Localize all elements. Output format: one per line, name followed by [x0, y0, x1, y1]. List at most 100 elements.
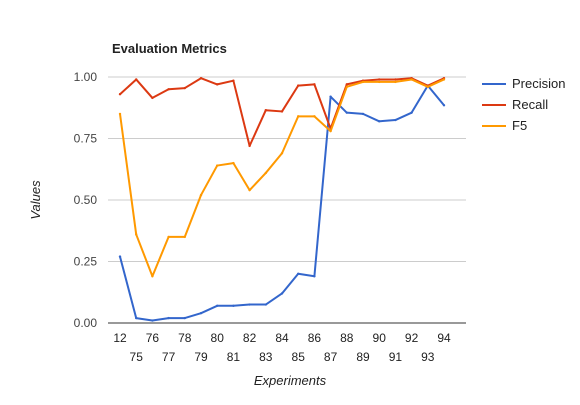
x-tick-label: 77	[162, 350, 176, 364]
data-point-f5	[264, 171, 267, 175]
data-point-recall	[264, 109, 267, 112]
data-point-f5	[183, 235, 186, 239]
data-point-f5	[426, 85, 429, 89]
data-point-f5	[135, 233, 138, 236]
data-point-f5	[361, 80, 365, 84]
y-tick-label: 0.00	[74, 316, 98, 330]
data-point-recall	[280, 110, 284, 113]
data-point-precision	[232, 304, 235, 307]
data-point-precision	[199, 311, 203, 315]
x-tick-label: 89	[356, 350, 370, 364]
legend-label: F5	[512, 118, 527, 133]
x-tick-label: 92	[405, 331, 419, 345]
data-point-precision	[151, 319, 154, 322]
data-point-precision	[378, 120, 381, 123]
data-point-f5	[394, 80, 397, 84]
data-point-recall	[167, 88, 170, 91]
data-point-f5	[442, 78, 446, 81]
series-lines	[118, 77, 446, 322]
data-point-recall	[248, 144, 251, 148]
grid-lines	[108, 76, 466, 324]
data-point-precision	[183, 316, 186, 320]
data-point-f5	[297, 115, 300, 118]
x-tick-label: 84	[275, 331, 289, 345]
x-tick-label: 93	[421, 350, 435, 364]
data-point-recall	[151, 96, 154, 100]
x-tick-label: 91	[389, 350, 403, 364]
data-point-recall	[297, 84, 300, 87]
data-point-f5	[151, 275, 154, 278]
x-tick-label: 78	[178, 331, 192, 345]
data-point-f5	[345, 85, 348, 89]
data-point-recall	[313, 83, 316, 86]
data-point-precision	[442, 104, 446, 107]
x-tick-label: 76	[146, 331, 160, 345]
data-point-precision	[361, 112, 365, 116]
data-point-precision	[329, 95, 332, 98]
data-point-precision	[410, 111, 413, 114]
data-point-recall	[135, 78, 138, 81]
data-point-recall	[183, 86, 186, 90]
x-tick-label: 94	[437, 331, 451, 345]
y-tick-label: 0.25	[74, 255, 98, 269]
x-axis-label: Experiments	[254, 373, 327, 388]
x-tick-label: 12	[113, 331, 127, 345]
data-point-f5	[378, 80, 381, 84]
x-tick-label: 79	[194, 350, 208, 364]
x-tick-labels: 1275767778798081828384858687888990919293…	[113, 331, 451, 364]
legend-item-recall: Recall	[482, 97, 548, 112]
legend-item-f5: F5	[482, 118, 527, 133]
data-point-recall	[232, 79, 235, 82]
data-point-precision	[313, 275, 316, 278]
chart-title: Evaluation Metrics	[112, 41, 227, 56]
data-point-f5	[329, 129, 332, 133]
data-point-precision	[264, 303, 267, 306]
legend-item-precision: Precision	[482, 76, 565, 91]
data-point-f5	[280, 152, 284, 155]
data-point-precision	[167, 316, 170, 320]
data-point-recall	[199, 77, 203, 80]
data-point-precision	[118, 255, 122, 258]
data-point-f5	[232, 161, 235, 165]
series-line-f5	[119, 78, 445, 278]
data-point-f5	[118, 112, 122, 116]
data-point-precision	[280, 292, 284, 295]
data-point-f5	[313, 115, 316, 118]
data-point-recall	[394, 78, 397, 81]
data-point-recall	[345, 83, 348, 86]
data-point-precision	[345, 111, 348, 114]
x-tick-label: 81	[227, 350, 241, 364]
x-tick-label: 83	[259, 350, 273, 364]
data-point-f5	[410, 78, 413, 81]
y-tick-label: 0.50	[74, 193, 98, 207]
data-point-recall	[378, 78, 381, 81]
x-tick-label: 85	[292, 350, 306, 364]
x-tick-label: 75	[130, 350, 144, 364]
y-tick-label: 1.00	[74, 70, 98, 84]
legend-label: Precision	[512, 76, 565, 91]
x-tick-label: 82	[243, 331, 257, 345]
data-point-precision	[394, 118, 397, 122]
data-point-f5	[248, 188, 251, 192]
data-point-precision	[297, 272, 300, 275]
data-point-precision	[135, 316, 138, 320]
y-tick-labels: 0.00 0.25 0.50 0.75 1.00	[74, 70, 98, 330]
data-point-f5	[216, 164, 219, 167]
legend: Precision Recall F5	[482, 76, 565, 133]
data-point-precision	[216, 304, 219, 307]
x-tick-label: 87	[324, 350, 338, 364]
data-point-recall	[216, 83, 219, 86]
data-point-recall	[118, 93, 122, 96]
data-point-f5	[167, 235, 170, 239]
x-tick-label: 86	[308, 331, 322, 345]
x-tick-label: 88	[340, 331, 354, 345]
legend-label: Recall	[512, 97, 548, 112]
x-tick-label: 90	[373, 331, 387, 345]
x-tick-label: 80	[211, 331, 225, 345]
data-point-precision	[248, 303, 251, 306]
y-axis-label: Values	[28, 180, 43, 220]
data-point-f5	[199, 193, 203, 197]
y-tick-label: 0.75	[74, 132, 98, 146]
